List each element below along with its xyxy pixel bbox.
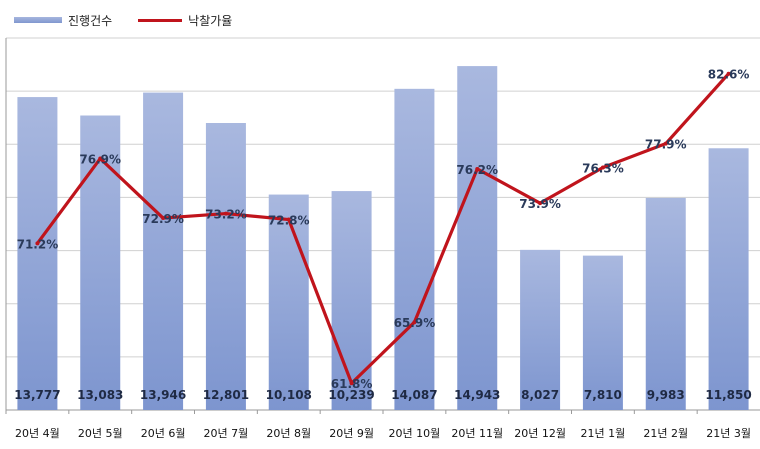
- legend-line-label: 낙찰가율: [188, 13, 233, 28]
- bar: [645, 197, 686, 410]
- x-tick-label: 20년 9월: [329, 427, 374, 440]
- x-tick-label: 20년 6월: [141, 427, 186, 440]
- line-point: [663, 141, 668, 146]
- x-tick-label: 20년 4월: [15, 427, 60, 440]
- line-point: [98, 156, 103, 161]
- data-labels: 13,777 13,083 13,946 12,801 10,108 10,239 14,0…: [14, 68, 751, 402]
- bar: [268, 194, 309, 410]
- bar-value-label: 10,239: [328, 388, 374, 402]
- bar: [143, 92, 184, 411]
- bar: [331, 191, 372, 410]
- bar-value-label: 10,108: [266, 388, 312, 402]
- line-value-label: 73.2%: [205, 208, 247, 222]
- legend-item-line: 낙찰가율: [138, 12, 232, 29]
- line-point: [412, 320, 417, 325]
- x-tick-label: 20년 10월: [389, 427, 441, 440]
- line-point: [538, 201, 543, 206]
- line-value-label: 82.6%: [708, 68, 750, 82]
- bar: [394, 88, 435, 410]
- bar-value-label: 7,810: [584, 388, 622, 402]
- x-axis: 20년 4월 20년 5월 20년 6월 20년 7월 20년 8월 20년 9월 20년 …: [5, 410, 751, 440]
- bar-value-label: 13,083: [77, 388, 123, 402]
- x-tick-label: 20년 5월: [78, 427, 123, 440]
- legend-item-bars: 진행건수: [14, 12, 112, 29]
- bar-value-label: 9,983: [647, 388, 685, 402]
- x-tick-label: 20년 11월: [451, 427, 503, 440]
- line-value-label: 77.9%: [645, 138, 687, 152]
- line-point: [475, 166, 480, 171]
- bar: [582, 255, 623, 410]
- line-value-label: 76.3%: [582, 161, 624, 175]
- x-tick-label: 21년 1월: [581, 427, 626, 440]
- bar: [520, 249, 561, 410]
- bar: [457, 66, 498, 410]
- x-tick-label: 20년 8월: [266, 427, 311, 440]
- line-point: [35, 241, 40, 246]
- bar-value-label: 13,946: [140, 388, 186, 402]
- line-value-label: 73.9%: [519, 197, 561, 211]
- x-tick-label: 20년 7월: [204, 427, 249, 440]
- line-path: [36, 72, 730, 385]
- line-value-label: 65.9%: [394, 316, 436, 330]
- line-point: [600, 165, 605, 170]
- bar-value-label: 14,087: [391, 388, 437, 402]
- line-point: [349, 381, 354, 386]
- line-value-label: 61.8%: [331, 377, 373, 391]
- x-tick-label: 21년 3월: [706, 427, 751, 440]
- bar: [80, 115, 121, 411]
- line-series: [35, 71, 731, 386]
- bar-value-label: 11,850: [705, 388, 751, 402]
- bar-value-label: 8,027: [521, 388, 559, 402]
- bar: [17, 97, 58, 410]
- bar-series: [17, 66, 749, 411]
- line-point: [223, 211, 228, 216]
- x-tick-label: 20년 12월: [514, 427, 566, 440]
- line-value-label: 71.2%: [17, 237, 59, 251]
- legend-bar-label: 진행건수: [68, 13, 113, 28]
- legend-bar-swatch: [14, 17, 62, 23]
- bar: [708, 148, 749, 410]
- legend: 진행건수 낙찰가율: [14, 10, 258, 30]
- bar-value-label: 13,777: [14, 388, 60, 402]
- line-value-label: 76.2%: [456, 163, 498, 177]
- x-tick-label: 21년 2월: [643, 427, 688, 440]
- line-value-label: 72.8%: [268, 214, 310, 228]
- bar: [205, 123, 246, 410]
- line-point: [726, 71, 731, 76]
- line-point: [286, 217, 291, 222]
- bar-value-label: 14,943: [454, 388, 500, 402]
- line-point: [161, 216, 166, 221]
- line-value-label: 72.9%: [142, 212, 184, 226]
- bar-value-label: 12,801: [203, 388, 249, 402]
- line-value-label: 76.9%: [79, 153, 121, 167]
- legend-line-swatch: [138, 18, 183, 22]
